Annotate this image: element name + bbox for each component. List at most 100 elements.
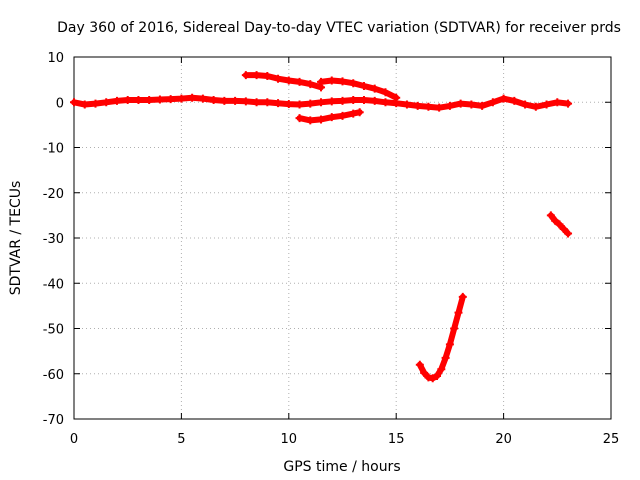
- grid-lines: [74, 57, 611, 419]
- data-point: [435, 103, 444, 112]
- x-tick-label: 25: [603, 432, 620, 447]
- data-point: [564, 229, 573, 238]
- data-point: [510, 96, 519, 105]
- data-point: [295, 114, 304, 123]
- y-tick-label: -20: [43, 187, 64, 202]
- data-point: [188, 93, 197, 102]
- data-point: [359, 81, 368, 90]
- data-point: [263, 72, 272, 81]
- data-point: [80, 100, 89, 109]
- series-5: [415, 292, 467, 383]
- data-point: [559, 224, 568, 233]
- data-point: [338, 77, 347, 86]
- data-point: [295, 77, 304, 86]
- data-point: [437, 365, 446, 374]
- data-point: [433, 372, 442, 381]
- data-point: [284, 76, 293, 85]
- data-point: [295, 100, 304, 109]
- y-tick-label: 0: [56, 96, 64, 111]
- data-point: [252, 71, 261, 80]
- data-point: [166, 95, 175, 104]
- data-point: [177, 94, 186, 103]
- data-point: [424, 102, 433, 111]
- data-point: [521, 100, 530, 109]
- x-tick-label: 5: [177, 432, 185, 447]
- x-tick-label: 10: [281, 432, 298, 447]
- data-point: [317, 98, 326, 107]
- data-point: [420, 368, 429, 377]
- data-point: [317, 77, 326, 86]
- data-point: [381, 98, 390, 107]
- data-point: [454, 308, 463, 317]
- data-point: [478, 101, 487, 110]
- data-point: [241, 97, 250, 106]
- data-point: [349, 95, 358, 104]
- chart-title: Day 360 of 2016, Sidereal Day-to-day VTE…: [57, 20, 621, 36]
- data-point: [349, 79, 358, 88]
- series-1: [70, 93, 573, 112]
- y-axis-title: SDTVAR / TECUs: [8, 181, 24, 296]
- data-point: [198, 94, 207, 103]
- data-point: [402, 100, 411, 109]
- series-4: [295, 108, 364, 125]
- x-axis-title: GPS time / hours: [283, 459, 400, 475]
- data-point: [553, 98, 562, 107]
- data-point: [155, 95, 164, 104]
- data-point: [145, 95, 154, 104]
- data-point: [327, 97, 336, 106]
- data-point: [564, 99, 573, 108]
- data-point: [381, 88, 390, 97]
- data-point: [123, 95, 132, 104]
- y-tick-label: -50: [43, 323, 64, 338]
- data-point: [134, 95, 143, 104]
- data-point: [338, 111, 347, 120]
- y-tick-label: 10: [47, 51, 64, 66]
- axis-ticks: 0 5 10 15 20 25 -70 -60 -50 -40 -30 -20 -10 0 10: [43, 51, 620, 447]
- data-point: [555, 220, 564, 229]
- data-point: [263, 98, 272, 107]
- data-point: [220, 96, 229, 105]
- data-point: [306, 99, 315, 108]
- data-point: [467, 100, 476, 109]
- data-point: [317, 115, 326, 124]
- data-point: [531, 102, 540, 111]
- data-point: [551, 216, 560, 225]
- series-2: [241, 71, 326, 92]
- data-point: [241, 71, 250, 80]
- data-point: [274, 99, 283, 108]
- data-point: [359, 95, 368, 104]
- data-point: [70, 98, 78, 107]
- x-tick-label: 20: [495, 432, 512, 447]
- series-6: [546, 211, 573, 238]
- data-point: [91, 99, 100, 108]
- data-series: [70, 71, 573, 383]
- data-point: [415, 360, 424, 369]
- data-point: [209, 95, 218, 104]
- data-point: [231, 96, 240, 105]
- data-point: [546, 211, 555, 220]
- data-point: [355, 108, 364, 117]
- data-point: [499, 94, 508, 103]
- data-point: [542, 100, 551, 109]
- data-point: [306, 116, 315, 125]
- data-point: [458, 292, 467, 301]
- data-point: [370, 84, 379, 93]
- data-point: [284, 100, 293, 109]
- data-point: [413, 101, 422, 110]
- y-tick-label: -60: [43, 368, 64, 383]
- data-point: [445, 340, 454, 349]
- y-tick-label: -70: [43, 413, 64, 428]
- data-point: [445, 101, 454, 110]
- y-tick-label: -30: [43, 232, 64, 247]
- data-point: [441, 353, 450, 362]
- y-tick-label: -10: [43, 142, 64, 157]
- data-point: [338, 96, 347, 105]
- data-point: [112, 96, 121, 105]
- x-tick-label: 0: [70, 432, 78, 447]
- x-tick-label: 15: [388, 432, 405, 447]
- data-point: [306, 80, 315, 89]
- data-point: [370, 96, 379, 105]
- data-point: [102, 98, 111, 107]
- data-point: [428, 374, 437, 383]
